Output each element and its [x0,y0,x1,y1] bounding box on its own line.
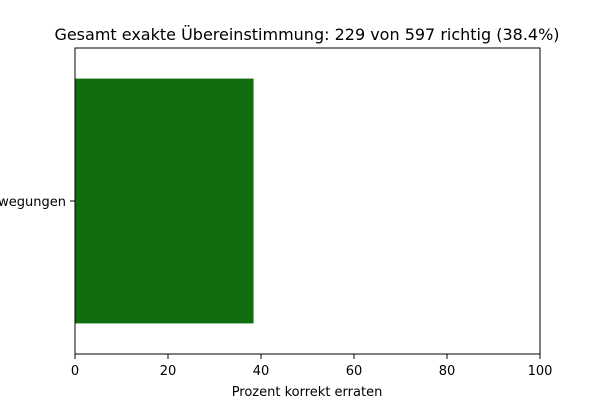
x-tick-label: 80 [439,364,456,379]
x-axis-label: Prozent korrekt erraten [232,385,383,400]
y-axis-ticks: wegungen [0,195,75,210]
y-tick-label: wegungen [0,195,66,210]
x-tick-label: 40 [253,364,270,379]
x-tick-label: 0 [71,364,79,379]
chart-title: Gesamt exakte Übereinstimmung: 229 von 5… [54,25,559,44]
x-tick-label: 20 [160,364,177,379]
x-axis-ticks: 0 20 40 60 80 100 [71,354,553,379]
bar [75,78,254,324]
bars-layer [75,78,254,324]
x-tick-label: 60 [346,364,363,379]
x-tick-label: 100 [528,364,553,379]
